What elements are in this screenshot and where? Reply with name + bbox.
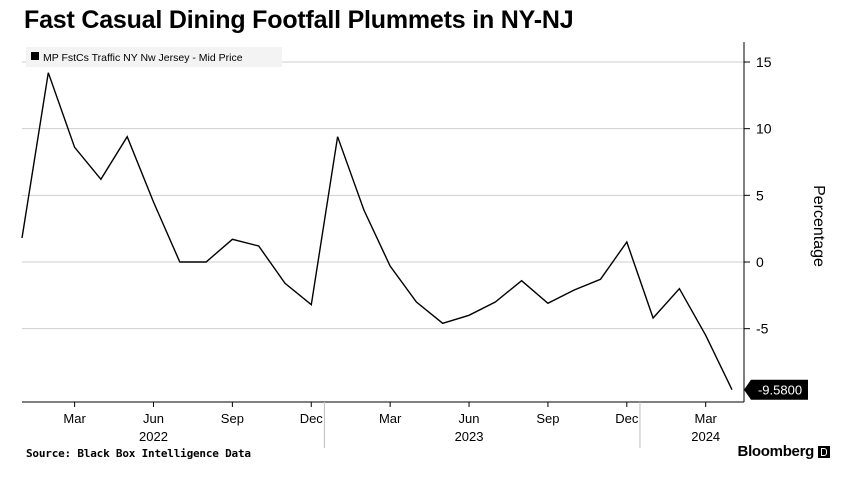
source-note: Source: Black Box Intelligence Data [26, 447, 251, 460]
y-tick-label: 5 [756, 187, 764, 203]
x-year-label: 2023 [455, 429, 484, 444]
data-point [441, 322, 444, 325]
data-point [73, 146, 76, 149]
data-point [625, 241, 628, 244]
x-tick-label: Dec [300, 411, 324, 426]
x-year-label: 2024 [691, 429, 720, 444]
last-value-label: -9.5800 [758, 383, 802, 398]
y-axis-title: Percentage [810, 185, 827, 267]
data-point [126, 135, 129, 138]
x-tick-label: Sep [221, 411, 244, 426]
data-point [336, 135, 339, 138]
y-tick-label: -5 [756, 321, 769, 337]
data-point [415, 301, 418, 304]
x-tick-label: Sep [536, 411, 559, 426]
data-point [178, 261, 181, 264]
data-point [546, 302, 549, 305]
data-point [599, 278, 602, 281]
data-point [257, 245, 260, 248]
legend-box [26, 47, 282, 67]
grid-layer [22, 61, 744, 330]
axis-layer: 15 10 5 0 -5 Percentage Mar Jun Sep Dec Mar Jun Sep D… [22, 42, 827, 448]
legend-label: MP FstCs Traffic NY Nw Jersey - Mid Pric… [43, 52, 243, 64]
data-point [468, 314, 471, 317]
x-tick-label: Mar [379, 411, 402, 426]
chart-title: Fast Casual Dining Footfall Plummets in … [24, 6, 574, 34]
y-tick-label: 15 [756, 54, 772, 70]
legend: MP FstCs Traffic NY Nw Jersey - Mid Pric… [26, 47, 282, 67]
bloomberg-terminal-icon [818, 445, 830, 458]
data-point [47, 71, 50, 74]
data-point [573, 289, 576, 292]
x-tick-label: Dec [615, 411, 639, 426]
data-point [389, 265, 392, 268]
data-point [652, 317, 655, 320]
data-point [362, 209, 365, 212]
x-year-label: 2022 [139, 429, 168, 444]
brand-name: Bloomberg [737, 443, 815, 460]
data-point [310, 303, 313, 306]
data-point [494, 301, 497, 304]
x-tick-label: Jun [459, 411, 480, 426]
brand-logo: Bloomberg [738, 443, 830, 460]
legend-swatch [31, 52, 39, 60]
data-point [704, 334, 707, 337]
y-tick-label: 10 [756, 121, 772, 137]
data-point [99, 178, 102, 181]
data-point [21, 237, 24, 240]
y-tick-label: 0 [756, 254, 764, 270]
series-layer [21, 71, 734, 391]
data-point [731, 388, 734, 391]
last-value-label-box [744, 379, 808, 400]
value-label-layer: -9.5800 [744, 379, 808, 400]
data-point [283, 282, 286, 285]
series-line [21, 72, 733, 391]
x-tick-label: Jun [143, 411, 164, 426]
data-point [520, 279, 523, 282]
data-point [231, 238, 234, 241]
data-point [678, 287, 681, 290]
data-point [152, 201, 155, 204]
data-point [205, 261, 208, 264]
x-tick-label: Mar [695, 411, 718, 426]
x-tick-label: Mar [63, 411, 86, 426]
